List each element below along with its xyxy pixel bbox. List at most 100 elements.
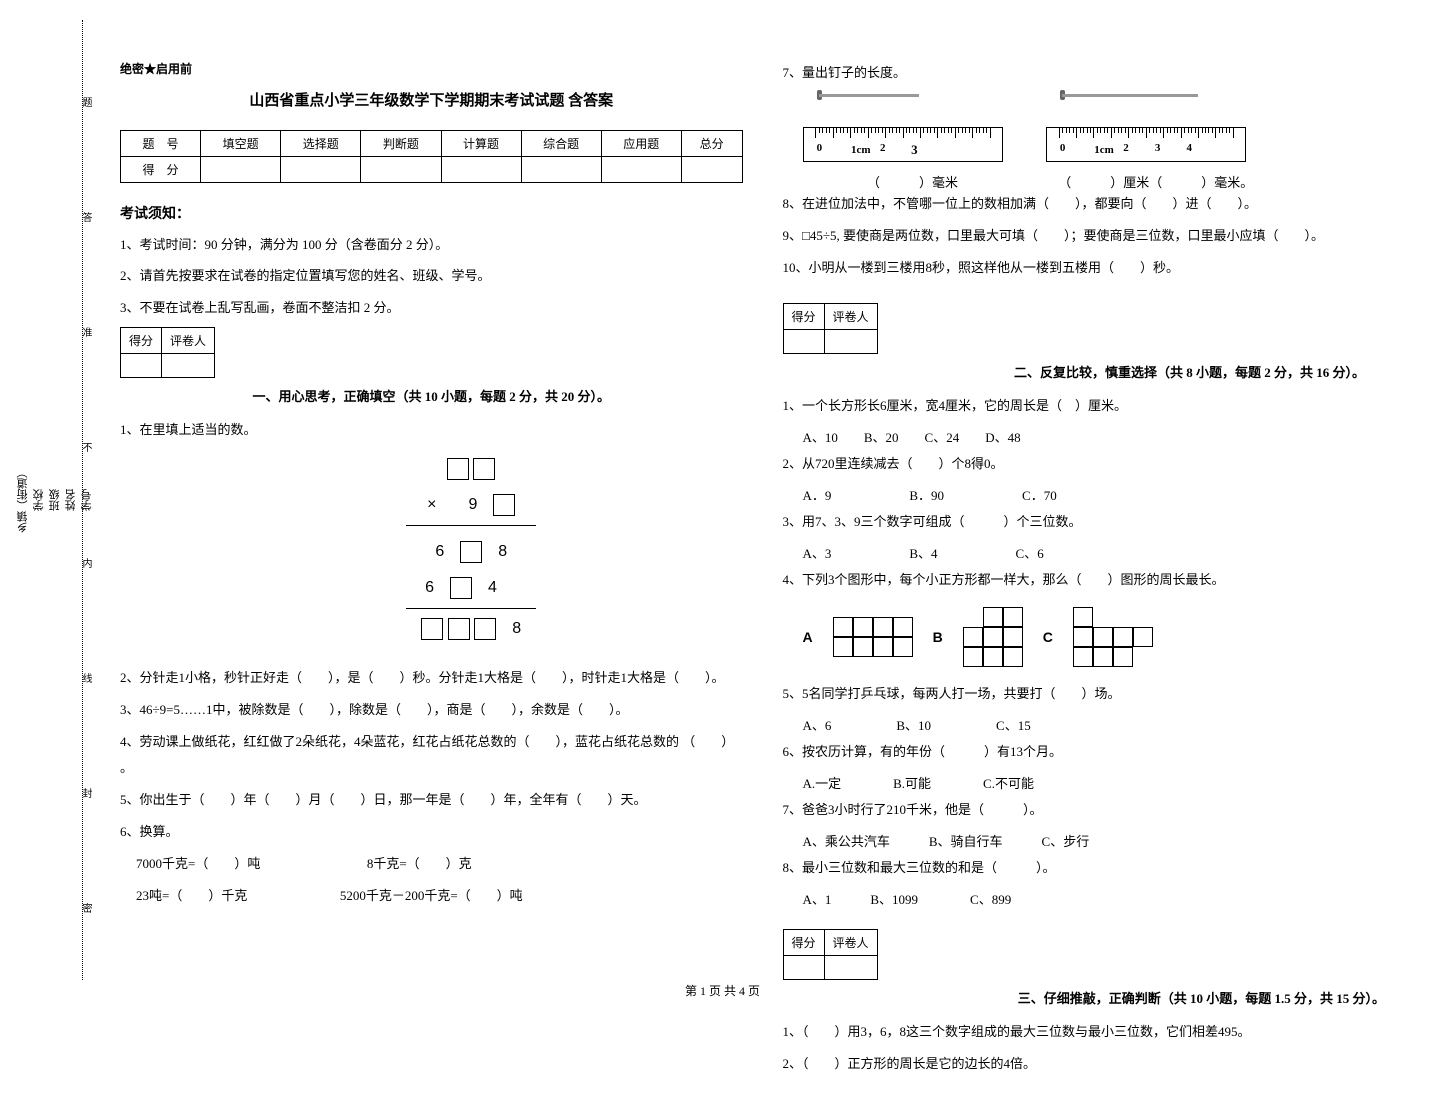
dotted-char: 线 [78, 673, 93, 683]
vertical-multiplication: × 9 6 8 6 4 8 [200, 453, 743, 645]
th: 判断题 [361, 131, 441, 157]
cell [783, 956, 824, 980]
binding-label: 班级 [47, 489, 63, 511]
dotted-seal-line: 题 答 准 不 内 线 封 密 [82, 20, 83, 980]
cell [361, 157, 441, 183]
question-6-row: 23吨=（ ）千克 5200千克－200千克=（ ）吨 [120, 883, 743, 909]
scorebox-h: 评卷人 [824, 930, 877, 956]
th: 计算题 [441, 131, 521, 157]
s2-q1-opts: A、10 B、20 C、24 D、48 [783, 425, 1406, 451]
s2-q2-opts: A．9 B．90 C．70 [783, 483, 1406, 509]
cell [201, 157, 281, 183]
left-column: 绝密★启用前 山西省重点小学三年级数学下学期期末考试试题 含答案 题 号 填空题… [120, 60, 743, 1083]
s2-q2: 2、从720里连续减去（ ）个8得0。 [783, 451, 1406, 477]
dotted-char: 内 [78, 558, 93, 568]
dotted-char: 密 [78, 903, 93, 913]
table-row: 题 号 填空题 选择题 判断题 计算题 综合题 应用题 总分 [121, 131, 743, 157]
th: 综合题 [521, 131, 601, 157]
question-3: 3、46÷9=5……1中，被除数是（ ），除数是（ ），商是（ ），余数是（ ）… [120, 697, 743, 723]
ruler-answers: （ ）毫米 （ ）厘米（ ）毫米。 [803, 172, 1406, 191]
shape-label-a: A [803, 629, 813, 645]
dotted-char: 准 [78, 327, 93, 337]
ruler-1: 0 1cm 2 3 [803, 102, 1003, 162]
cell [121, 354, 162, 378]
s2-q6-opts: A.一定 B.可能 C.不可能 [783, 771, 1406, 797]
notice-item: 1、考试时间：90 分钟，满分为 100 分（含卷面分 2 分）。 [120, 233, 743, 256]
scorebox-h: 得分 [783, 304, 824, 330]
question-9: 9、□45÷5, 要使商是两位数，口里最大可填（ ）；要使商是三位数，口里最小应… [783, 223, 1406, 249]
right-column: 7、量出钉子的长度。 0 1cm 2 3 [783, 60, 1406, 1083]
s2-q1: 1、一个长方形长6厘米，宽4厘米，它的周长是（ ）厘米。 [783, 393, 1406, 419]
dotted-char: 答 [78, 212, 93, 222]
shape-label-b: B [933, 629, 943, 645]
th: 题 号 [121, 131, 201, 157]
question-10: 10、小明从一楼到三楼用8秒，照这样他从一楼到五楼用（ ）秒。 [783, 255, 1406, 281]
s3-q1: 1、（ ）用3，6，8这三个数字组成的最大三位数与最小三位数，它们相差495。 [783, 1019, 1406, 1045]
cell [824, 330, 877, 354]
binding-label: 乡镇（街道） [15, 467, 31, 533]
th: 应用题 [601, 131, 681, 157]
cell [824, 956, 877, 980]
page-footer: 第 1 页 共 4 页 [0, 982, 1445, 999]
question-4: 4、劳动课上做纸花，红红做了2朵纸花，4朵蓝花，红花占纸花总数的（ ），蓝花占纸… [120, 729, 743, 781]
section1-title: 一、用心思考，正确填空（共 10 小题，每题 2 分，共 20 分）。 [120, 386, 743, 405]
section-score-box: 得分评卷人 [120, 327, 215, 378]
table-row: 得 分 [121, 157, 743, 183]
q7a: （ ）毫米 [803, 172, 1023, 191]
question-2: 2、分针走1小格，秒针正好走（ ），是（ ）秒。分针走1大格是（ ），时针走1大… [120, 665, 743, 691]
shape-a [833, 617, 913, 657]
s2-q4: 4、下列3个图形中，每个小正方形都一样大，那么（ ）图形的周长最长。 [783, 567, 1406, 593]
cell [681, 157, 742, 183]
dotted-char: 封 [78, 788, 93, 798]
question-5: 5、你出生于（ ）年（ ）月（ ）日，那一年是（ ）年，全年有（ ）天。 [120, 787, 743, 813]
scorebox-h: 评卷人 [162, 328, 215, 354]
s2-q8-opts: A、1 B、1099 C、899 [783, 887, 1406, 913]
score-summary-table: 题 号 填空题 选择题 判断题 计算题 综合题 应用题 总分 得 分 [120, 130, 743, 183]
cell [521, 157, 601, 183]
shape-b [963, 607, 1023, 667]
question-7: 7、量出钉子的长度。 [783, 60, 1406, 86]
section-score-box: 得分评卷人 [783, 303, 878, 354]
shapes-figure: A B C [803, 607, 1406, 667]
secret-label: 绝密★启用前 [120, 60, 743, 77]
s2-q3: 3、用7、3、9三个数字可组成（ ）个三位数。 [783, 509, 1406, 535]
shape-c [1073, 607, 1153, 667]
section2-title: 二、反复比较，慎重选择（共 8 小题，每题 2 分，共 16 分）。 [783, 362, 1406, 381]
cell [162, 354, 215, 378]
ruler-figures: 0 1cm 2 3 0 1cm 2 3 4 [783, 92, 1406, 172]
row-label: 得 分 [121, 157, 201, 183]
th: 填空题 [201, 131, 281, 157]
cell [441, 157, 521, 183]
q6a: 7000千克=（ ）吨 [136, 856, 260, 871]
question-6: 6、换算。 [120, 819, 743, 845]
q6b: 8千克=（ ）克 [367, 856, 472, 871]
s2-q3-opts: A、3 B、4 C、6 [783, 541, 1406, 567]
page-content: 绝密★启用前 山西省重点小学三年级数学下学期期末考试试题 含答案 题 号 填空题… [0, 0, 1445, 1113]
question-6-row: 7000千克=（ ）吨 8千克=（ ）克 [120, 851, 743, 877]
s2-q8: 8、最小三位数和最大三位数的和是（ ）。 [783, 855, 1406, 881]
question-8: 8、在进位加法中，不管哪一位上的数相加满（ ），都要向（ ）进（ ）。 [783, 191, 1406, 217]
s2-q5-opts: A、6 B、10 C、15 [783, 713, 1406, 739]
binding-label: 姓名 [63, 489, 79, 511]
q7b: （ ）厘米（ ）毫米。 [1026, 172, 1286, 191]
notice-item: 2、请首先按要求在试卷的指定位置填写您的姓名、班级、学号。 [120, 264, 743, 287]
section-score-box: 得分评卷人 [783, 929, 878, 980]
notice-title: 考试须知： [120, 203, 743, 223]
dotted-char: 题 [78, 97, 93, 107]
notice-item: 3、不要在试卷上乱写乱画，卷面不整洁扣 2 分。 [120, 296, 743, 319]
s2-q6: 6、按农历计算，有的年份（ ）有13个月。 [783, 739, 1406, 765]
s2-q7-opts: A、乘公共汽车 B、骑自行车 C、步行 [783, 829, 1406, 855]
shape-label-c: C [1043, 629, 1053, 645]
scorebox-h: 得分 [783, 930, 824, 956]
q6c: 23吨=（ ）千克 [136, 888, 247, 903]
binding-edge: 学号 姓名 班级 学校 乡镇（街道） [45, 20, 95, 980]
cell [783, 330, 824, 354]
dotted-char: 不 [78, 442, 93, 452]
question-1: 1、在里填上适当的数。 [120, 417, 743, 443]
s2-q7: 7、爸爸3小时行了210千米，他是（ ）。 [783, 797, 1406, 823]
s3-q2: 2、（ ）正方形的周长是它的边长的4倍。 [783, 1051, 1406, 1077]
cell [601, 157, 681, 183]
scorebox-h: 得分 [121, 328, 162, 354]
th: 总分 [681, 131, 742, 157]
scorebox-h: 评卷人 [824, 304, 877, 330]
